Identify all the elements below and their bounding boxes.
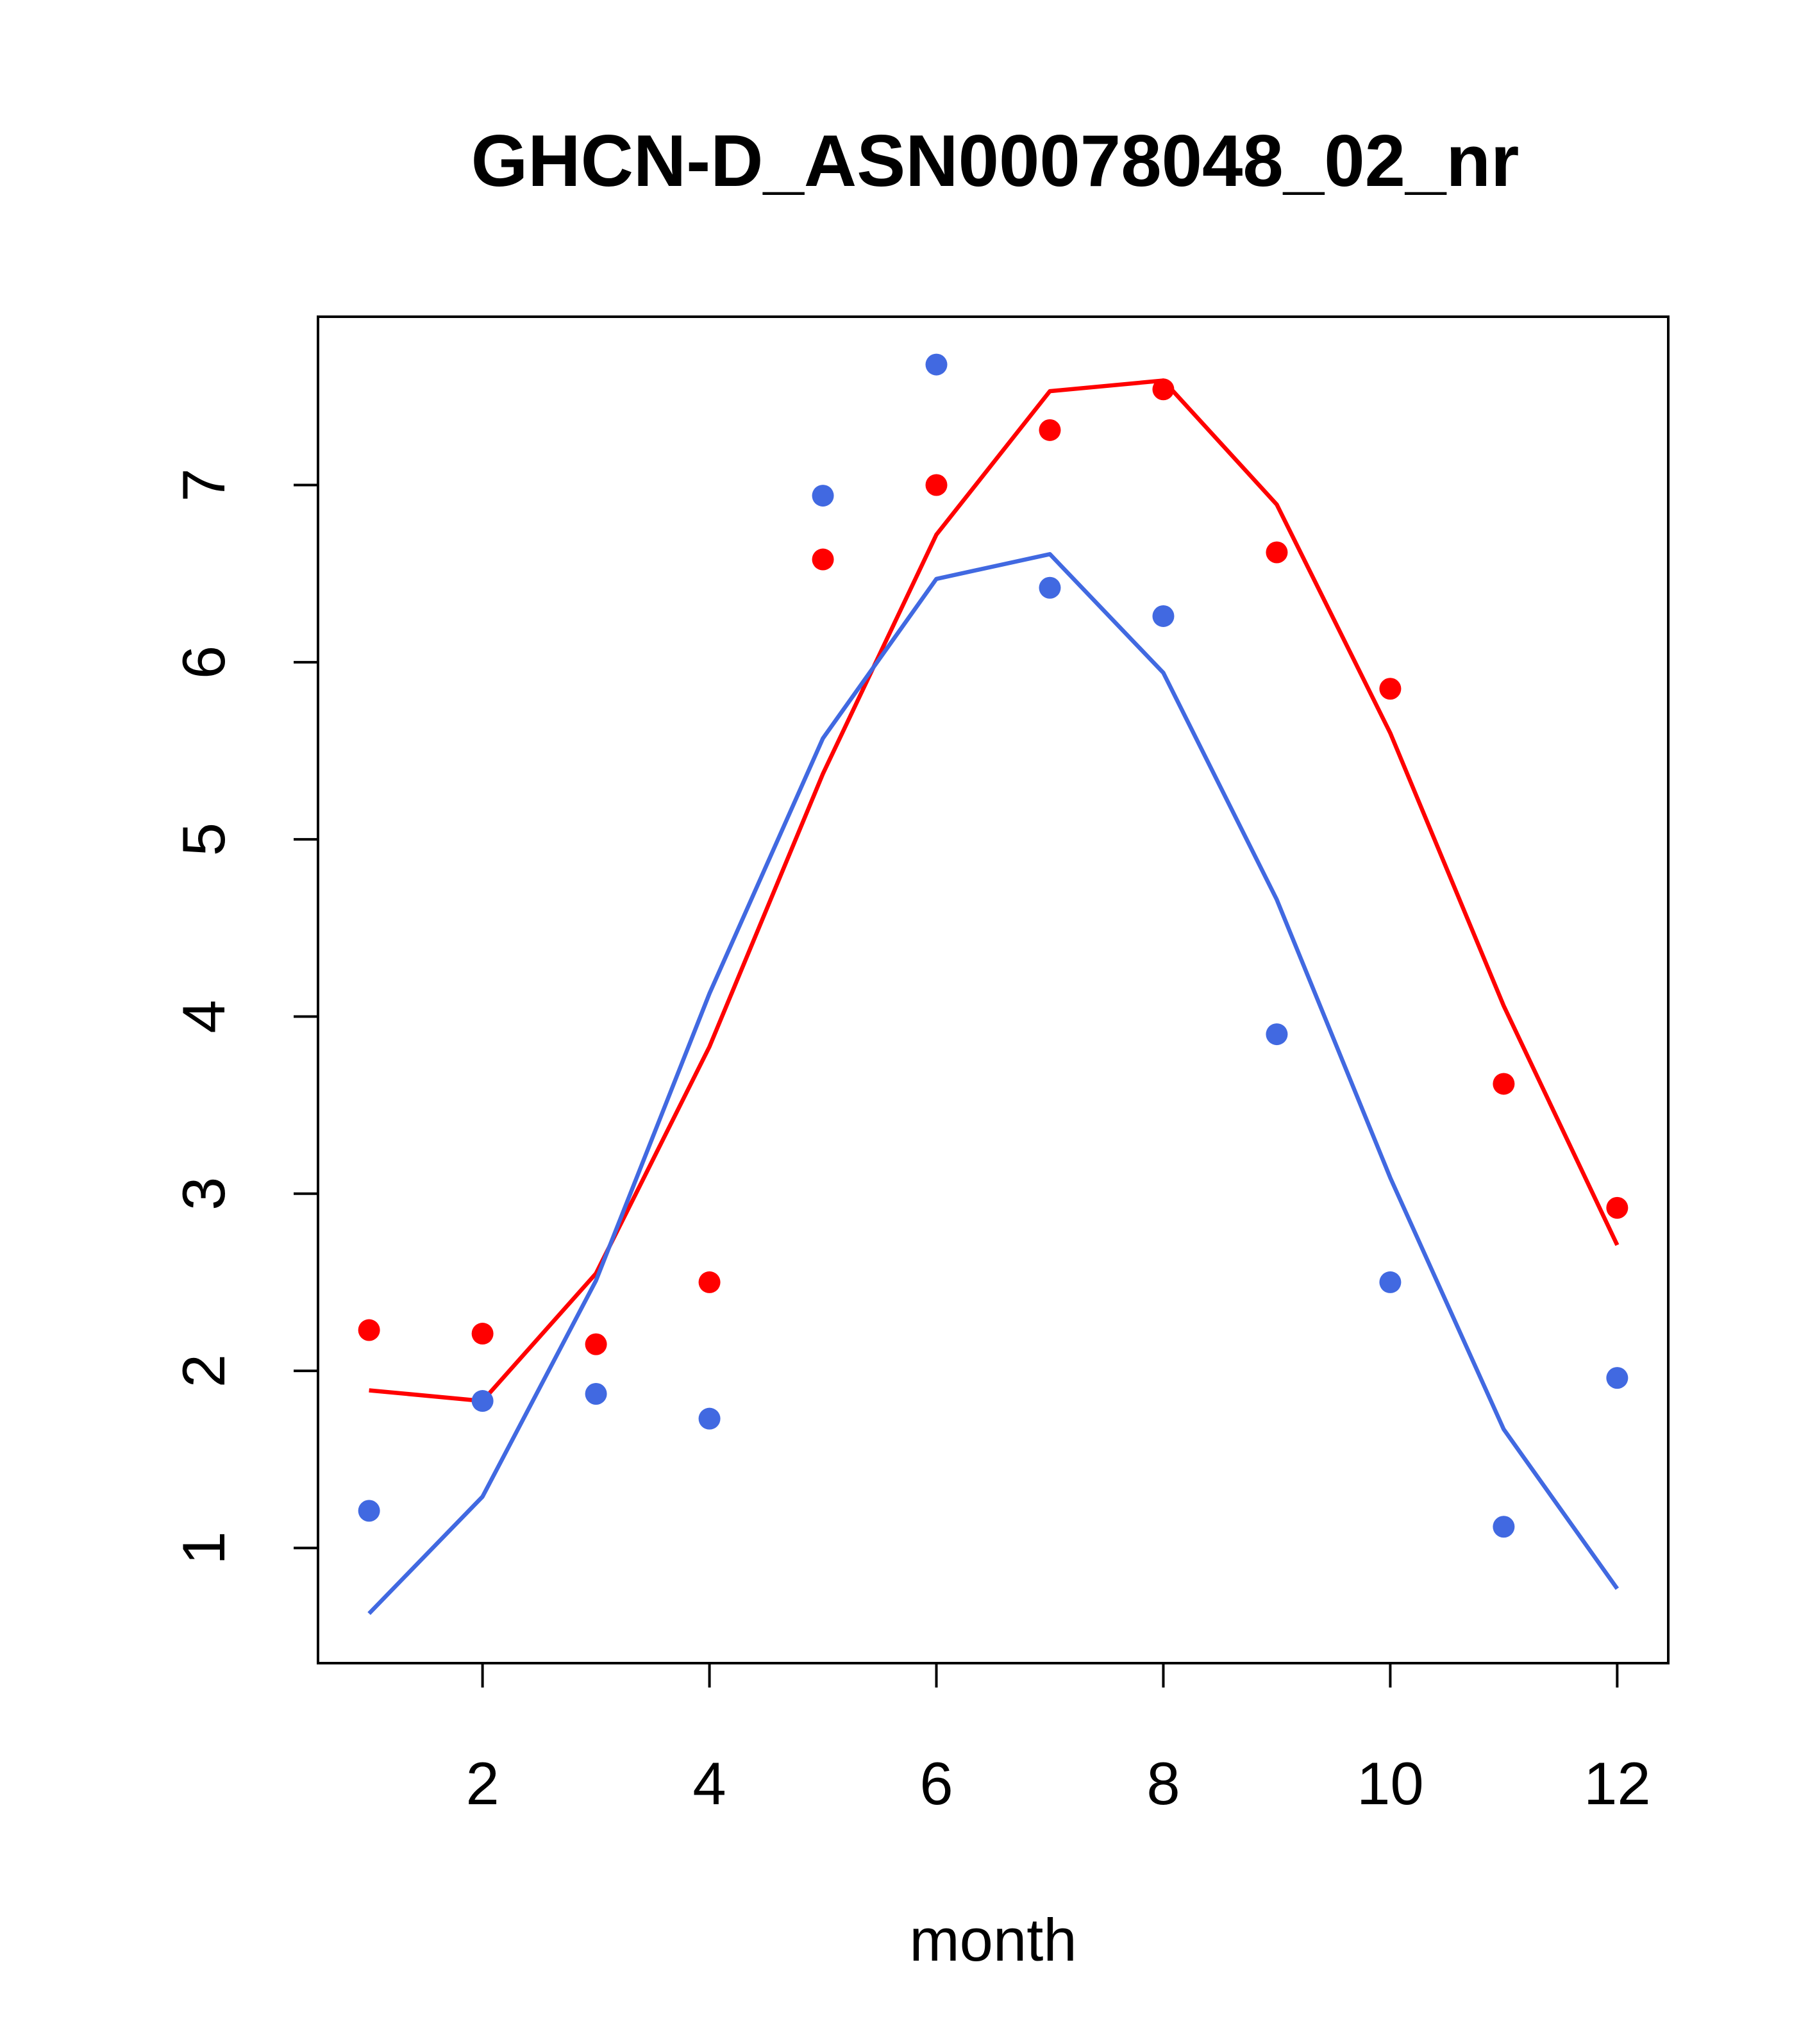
series-1-point [1379, 678, 1402, 700]
plot-frame [317, 315, 1670, 1664]
series-2-point [358, 1500, 380, 1522]
series-2-point [1493, 1516, 1515, 1538]
series-2-point [1379, 1271, 1402, 1293]
y-tick-label: 2 [170, 1354, 237, 1387]
chart-title: GHCN-D_ASN00078048_02_nr [471, 121, 1520, 202]
series-2 [358, 353, 1629, 1615]
x-axis-label: month [909, 1906, 1076, 1973]
series-2-point [1266, 1023, 1288, 1046]
series-1-point [1266, 541, 1288, 564]
series-1-point [698, 1271, 721, 1293]
series-1-point [471, 1323, 494, 1345]
x-tick-label: 2 [465, 1750, 499, 1817]
series-2-line [367, 552, 1620, 1615]
y-tick-label: 4 [170, 1000, 237, 1033]
series-2-point [1039, 576, 1061, 599]
series-2-point [698, 1407, 721, 1430]
series-1-point [812, 548, 834, 571]
series-1-line [369, 378, 1620, 1403]
y-tick-label: 6 [170, 646, 237, 679]
series-2-point [471, 1390, 494, 1412]
x-tick-label: 10 [1357, 1750, 1424, 1817]
y-tick-label: 7 [170, 468, 237, 501]
y-axis: 1 2 3 4 5 6 7 [170, 468, 318, 1565]
x-tick-label: 12 [1584, 1750, 1651, 1817]
series-1-point [1152, 378, 1175, 401]
series-2-point [1152, 605, 1175, 627]
y-tick-label: 5 [170, 823, 237, 856]
series-2-point [812, 485, 834, 507]
x-axis: 2 4 6 8 10 12 [465, 1663, 1651, 1817]
series-1 [358, 378, 1629, 1403]
series-2-point [925, 353, 948, 376]
y-tick-label: 3 [170, 1177, 237, 1210]
series-1-point [358, 1319, 380, 1341]
x-tick-label: 6 [919, 1750, 953, 1817]
x-tick-label: 4 [692, 1750, 726, 1817]
x-tick-label: 8 [1146, 1750, 1180, 1817]
series-2-point [585, 1383, 607, 1405]
series-layer [358, 353, 1629, 1615]
series-2-point [1606, 1367, 1629, 1389]
series-1-point [1039, 419, 1061, 441]
series-1-point [1493, 1073, 1515, 1095]
series-1-point [1606, 1196, 1629, 1219]
y-tick-label: 1 [170, 1531, 237, 1564]
series-1-point [925, 474, 948, 496]
series-1-point [585, 1333, 607, 1355]
